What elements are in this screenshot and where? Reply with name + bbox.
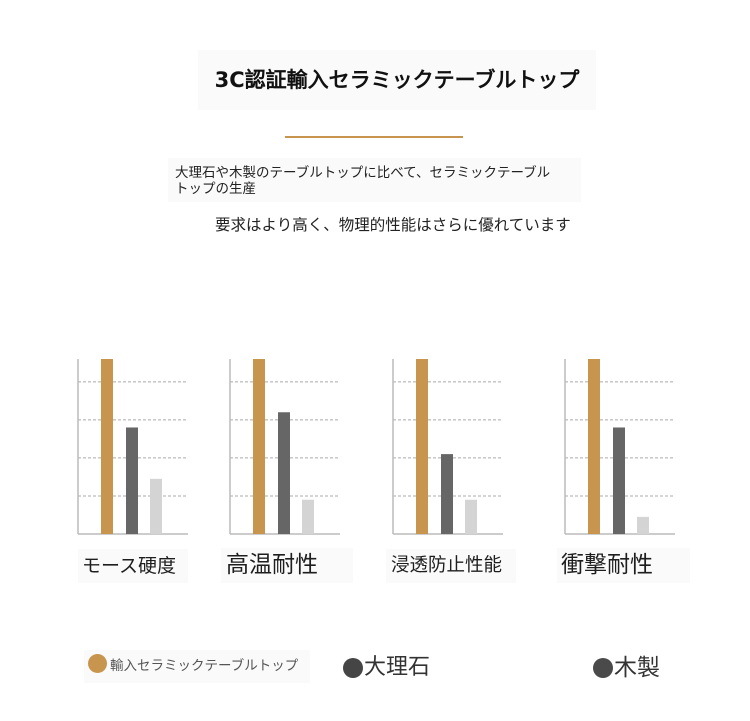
bar-ceramic — [101, 359, 113, 534]
description-line-1: 大理石や木製のテーブルトップに比べて、セラミックテーブル — [175, 165, 551, 181]
legend-label-marble: 大理石 — [364, 655, 431, 680]
bar-marble — [126, 427, 138, 534]
bar-marble — [613, 427, 625, 534]
legend-swatch-ceramic — [88, 654, 107, 673]
category-label-heat-resistance: 高温耐性 — [221, 548, 353, 583]
legend-label-ceramic: 輸入セラミックテーブルトップ — [110, 658, 299, 674]
bar-marble — [278, 412, 290, 534]
chart-panel — [564, 359, 675, 535]
legend-swatch-marble — [343, 658, 363, 678]
description-panel — [168, 158, 581, 202]
legend-item-ceramic — [84, 650, 310, 683]
bar-ceramic — [416, 359, 428, 534]
bar-wood — [150, 478, 162, 534]
title-accent-divider — [285, 136, 463, 138]
category-label-impact-resistance: 衝撃耐性 — [557, 548, 690, 583]
comparison-chart — [77, 359, 675, 535]
bar-wood — [465, 499, 477, 534]
chart-panel — [77, 359, 188, 535]
bar-ceramic — [588, 359, 600, 534]
bar-marble — [441, 454, 453, 534]
chart-panel — [392, 359, 503, 535]
category-label-mohs-hardness: モース硬度 — [78, 549, 188, 583]
category-label-stain-resistance: 浸透防止性能 — [386, 549, 516, 583]
page-title: 3C認証輸入セラミックテーブルトップ — [214, 68, 580, 92]
bar-wood — [637, 516, 649, 534]
title-banner: 3C認証輸入セラミックテーブルトップ — [198, 50, 596, 110]
description-line-3: 要求はより高く、物理的性能はさらに優れています — [215, 216, 571, 234]
description-line-2: トップの生産 — [175, 181, 256, 197]
legend-label-wood: 木製 — [614, 655, 660, 681]
bar-wood — [302, 499, 314, 534]
legend-swatch-wood — [593, 658, 613, 678]
bar-ceramic — [253, 359, 265, 534]
chart-panel — [229, 359, 340, 535]
